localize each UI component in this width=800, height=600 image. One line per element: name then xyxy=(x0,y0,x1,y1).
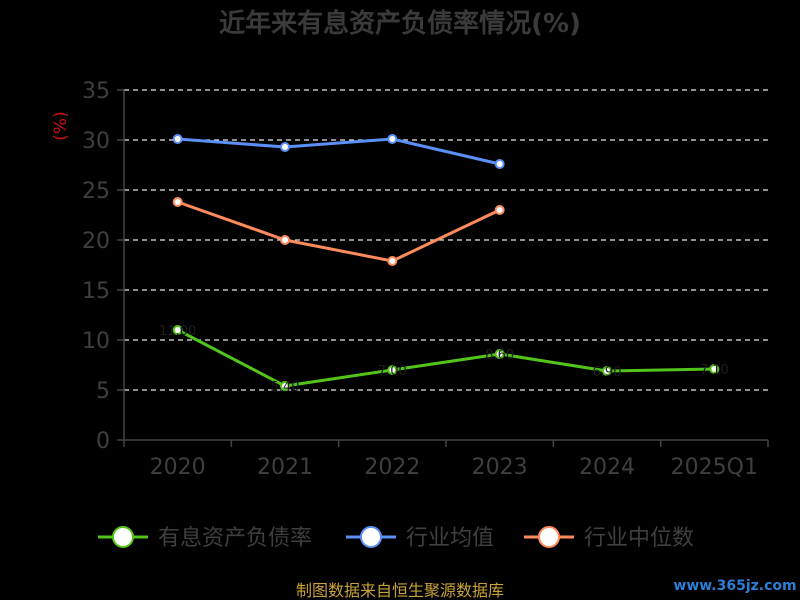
y-tick-label: 35 xyxy=(82,79,110,104)
y-axis-label: (%) xyxy=(51,111,71,140)
legend-marker xyxy=(112,526,134,548)
data-point xyxy=(172,197,183,207)
y-tick-label: 5 xyxy=(96,379,110,404)
data-point xyxy=(602,366,612,376)
data-point xyxy=(494,159,505,169)
data-point xyxy=(494,349,505,359)
data-label: 7.10 xyxy=(700,363,729,378)
legend-marker xyxy=(538,526,560,548)
series-line xyxy=(177,328,715,388)
axes: 0 5 10 15 20 25 30 35 2020 2021 2022 2023 2024 2025Q1 xyxy=(82,79,769,480)
y-tick-label: 15 xyxy=(82,279,110,304)
y-tick-label: 10 xyxy=(82,329,110,354)
gridlines xyxy=(124,89,768,391)
data-point xyxy=(172,134,183,144)
data-point xyxy=(387,365,398,375)
y-tick-label: 20 xyxy=(82,229,110,254)
data-label: 11.00 xyxy=(159,324,196,339)
x-tick-label: 2020 xyxy=(150,455,206,480)
y-tick-label: 25 xyxy=(82,179,110,204)
data-label: 7.00 xyxy=(378,364,407,379)
data-label: 5.40 xyxy=(271,380,300,395)
series-group: 11.00 5.40 7.00 8.60 6.90 7.10 xyxy=(159,134,729,395)
watermark: www.365jz.com xyxy=(673,578,796,594)
chart-title: 近年来有息资产负债率情况(%) xyxy=(219,8,581,39)
data-point xyxy=(387,134,398,144)
data-point xyxy=(280,142,290,152)
data-point xyxy=(709,364,720,374)
data-point xyxy=(387,256,398,266)
series-line xyxy=(177,137,501,166)
data-point xyxy=(280,381,290,391)
x-tick-label: 2023 xyxy=(472,455,528,480)
legend-label: 行业中位数 xyxy=(584,526,694,551)
source-note: 制图数据来自恒生聚源数据库 xyxy=(296,581,504,600)
x-tick-label: 2021 xyxy=(257,455,313,480)
data-point xyxy=(172,325,183,335)
data-label: 8.60 xyxy=(485,348,514,363)
y-tick-label: 30 xyxy=(82,129,110,154)
legend-marker xyxy=(360,526,382,548)
legend-label: 有息资产负债率 xyxy=(158,526,312,551)
data-point xyxy=(280,235,290,245)
series-line xyxy=(177,200,501,263)
x-tick-label: 2022 xyxy=(364,455,420,480)
data-point xyxy=(494,205,505,215)
x-tick-label: 2024 xyxy=(579,455,635,480)
data-label: 6.90 xyxy=(593,365,622,380)
legend-label: 行业均值 xyxy=(406,526,494,551)
x-tick-label: 2025Q1 xyxy=(671,455,758,480)
y-tick-label: 0 xyxy=(96,429,110,454)
legend: 有息资产负债率 行业均值 行业中位数 xyxy=(98,526,694,551)
